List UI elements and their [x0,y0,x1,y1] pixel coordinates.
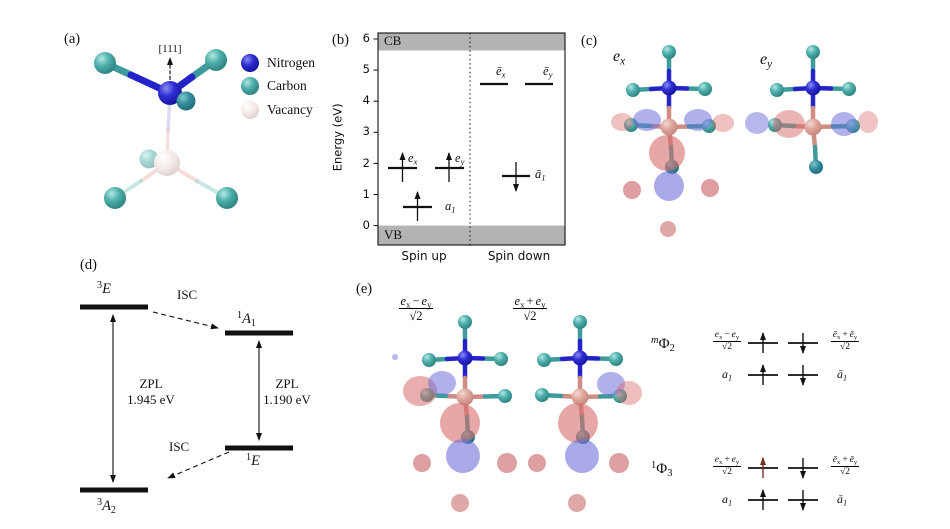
isc-top-label: ISC [177,287,198,302]
orbital-ex-label: ex [613,48,626,68]
legend-nitrogen-sphere [241,54,259,72]
orbital-ey-label: ey [760,51,773,71]
energy-band-diagram [373,32,566,246]
phi2-row2-left-label: a1 [722,367,733,383]
level-label-ey: ey [455,151,465,167]
direction-111-label: [111] [158,43,182,55]
state-1A1-label: 1A1 [237,309,256,330]
panel-d-label: (d) [80,257,97,273]
phi-level-diagrams [748,332,818,511]
panel-c-label: (c) [581,33,598,49]
legend-nitrogen-label: Nitrogen [267,55,315,70]
y-tick-1: 1 [362,186,370,201]
orbital-ex-molecule [611,45,734,237]
y-tick-5: 5 [362,62,370,76]
level-label-a1: a1 [445,199,456,215]
orbital-ey-molecule [745,45,878,174]
carbon-atom [176,91,196,111]
spin-up-column-label: Spin up [401,249,447,263]
phi3-row2-right-label: ā1 [837,492,848,508]
carbon-atom-ghost [139,149,159,169]
y-tick-2: 2 [362,155,370,170]
isc-bottom-label: ISC [169,439,190,454]
orbital-ex-plus-ey-molecule [528,315,642,512]
phi3-row1-left-label: ex + ey √2 [712,455,742,477]
phi2-row1-right-label: ēx + ēy √2 [830,330,860,352]
nitrogen-atom [158,81,182,105]
y-tick-4: 4 [362,93,370,107]
vacancy-atom [154,150,180,176]
orbital-ex-minus-ey-label: ex − ey √2 [398,294,434,324]
legend-vacancy-label: Vacancy [267,101,313,117]
phi2-row2-right-label: ā1 [837,367,848,383]
y-tick-0: 0 [362,217,370,232]
phi3-row1-right-label: ēx + ēy √2 [830,455,860,477]
legend-vacancy-sphere [241,101,259,119]
y-axis-label: Energy (eV) [330,103,345,172]
y-tick-6: 6 [362,31,370,45]
zpl-left-label: ZPL 1.945 eV [127,376,175,407]
panel-b-label: (b) [332,32,349,48]
y-tick-3: 3 [362,124,370,138]
orbital-ex-plus-ey-label: ex + ey √2 [512,294,548,324]
legend-carbon-sphere [241,77,259,95]
state-phi2-label: mΦ2 [651,334,675,355]
panel-a-label: (a) [64,31,81,47]
carbon-atom [205,49,227,71]
optical-cycle-diagram [80,304,293,493]
valence-band [378,225,565,245]
level-label-abar-1: ā1 [535,167,546,183]
carbon-atom [216,187,238,209]
orbital-ex-minus-ey-molecule [392,315,517,512]
state-1E-label: 1E [246,451,260,469]
conduction-band-label: CB [384,33,402,48]
phi2-row1-left-label: ex − ey √2 [712,330,742,352]
level-label-ebar-y: ēy [543,64,553,80]
nv-structure-model [94,49,259,209]
carbon-atom [94,52,116,74]
zpl-right-label: ZPL 1.190 eV [263,376,311,407]
valence-band-label: VB [384,227,403,242]
state-3A2-label: 3A2 [97,496,116,517]
spin-down-column-label: Spin down [487,249,551,263]
state-3E-label: 3E [97,279,111,297]
level-label-ex: ex [408,151,418,167]
carbon-atom [104,187,126,209]
legend-carbon-label: Carbon [267,78,307,93]
state-phi3-label: 1Φ3 [651,459,673,480]
isc-bottom-arrow [167,451,230,479]
conduction-band [378,33,565,51]
phi3-row2-left-label: a1 [722,492,733,508]
isc-top-arrow [152,311,219,330]
panel-e-label: (e) [356,281,373,297]
level-label-ebar-x: ēx [496,64,506,80]
